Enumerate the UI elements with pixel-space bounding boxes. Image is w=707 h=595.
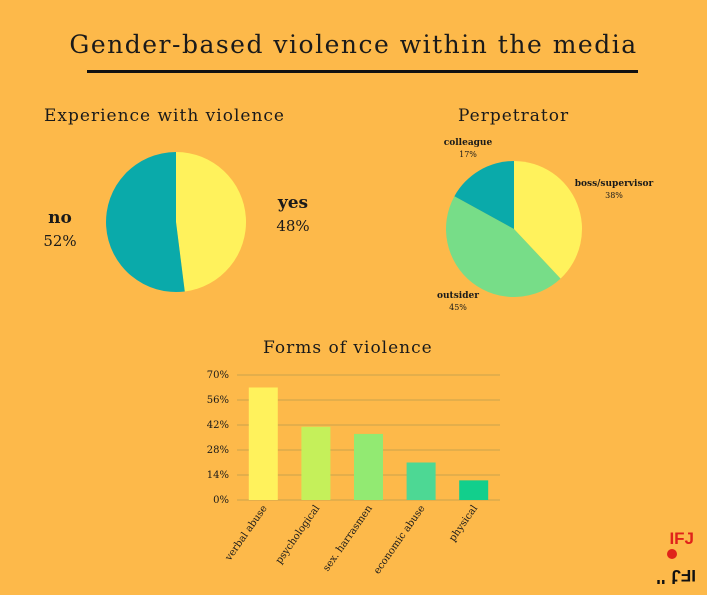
y-tick-label: 0% (213, 495, 229, 506)
svg-text:IFJ: IFJ (671, 566, 696, 584)
y-tick-label: 14% (207, 470, 229, 481)
forms-title: Forms of violence (263, 338, 433, 358)
x-tick-label: sex. harrasmen (321, 503, 375, 574)
y-tick-label: 70% (207, 370, 229, 381)
title-underline (87, 70, 638, 73)
logo-text-bottom: FIP (650, 576, 676, 584)
experience-no-label: no (48, 208, 72, 228)
bar-physical (459, 480, 489, 500)
y-tick-label: 42% (207, 420, 229, 431)
page-title: Gender-based violence within the media (69, 30, 638, 59)
perpetrator-outsider-label: outsider (437, 291, 479, 301)
experience-yes-label: yes (277, 193, 309, 213)
y-tick-label: 28% (207, 445, 229, 456)
perpetrator-colleague-label: colleague (443, 138, 493, 148)
pie-slice-yes (176, 152, 247, 292)
experience-yes-value: 48% (276, 217, 310, 235)
bar-verbal-abuse (248, 387, 278, 500)
perpetrator-outsider-value: 45% (449, 303, 467, 312)
pie-slice-outsider (445, 196, 561, 298)
x-tick-label: psychological (274, 503, 322, 566)
x-tick-label: economic abuse (372, 503, 428, 576)
perpetrator-colleague-value: 17% (459, 150, 477, 159)
logo-text-top: IFJ (669, 529, 694, 548)
bar-psychological (301, 426, 331, 500)
x-tick-label: verbal abuse (223, 503, 270, 563)
pie-slice-no (106, 152, 185, 292)
x-tick-label: physical (447, 503, 480, 543)
pie-slice-colleague (454, 160, 514, 229)
y-tick-label: 56% (207, 395, 229, 406)
bar-economic-abuse (406, 462, 436, 500)
perpetrator-boss-label: boss/supervisor (574, 179, 654, 189)
perpetrator-title: Perpetrator (458, 106, 570, 126)
ifj-logo-mark: IFJ FIP IFJ (650, 529, 696, 584)
experience-no-value: 52% (43, 232, 77, 250)
experience-title: Experience with violence (44, 106, 285, 126)
pie-slice-boss-supervisor (514, 161, 583, 279)
ifj-logo: IFJ FIP IFJ (636, 526, 696, 584)
bar-sex-harrasmen (354, 433, 383, 500)
perpetrator-boss-value: 38% (605, 191, 623, 200)
